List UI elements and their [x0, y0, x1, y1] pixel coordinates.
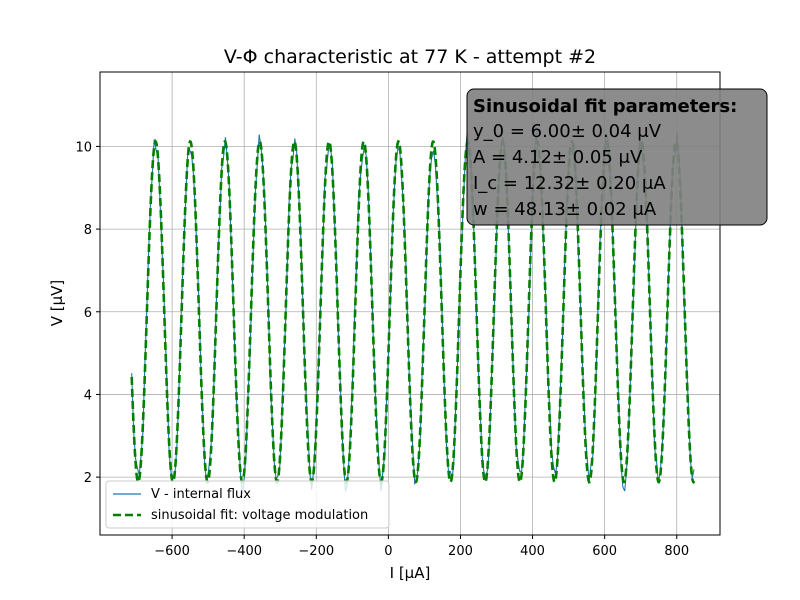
- y-tick-label: 2: [84, 471, 92, 486]
- y-tick-label: 6: [84, 306, 92, 321]
- x-tick-label: 800: [664, 544, 689, 559]
- annotation-title: Sinusoidal fit parameters:: [473, 96, 737, 117]
- legend: V - internal flux sinusoidal fit: voltag…: [105, 480, 390, 529]
- y-axis-ticks: 2 4 6 8 10: [75, 140, 100, 486]
- legend-label-measured: V - internal flux: [151, 487, 251, 502]
- chart-title: V-Φ characteristic at 77 K - attempt #2: [224, 46, 596, 68]
- annotation-line-w: w = 48.13± 0.02 μA: [473, 199, 657, 220]
- annotation-box: [466, 88, 768, 226]
- legend-box: [105, 480, 390, 529]
- series-layer: [130, 130, 696, 494]
- x-axis-label: I [μA]: [390, 564, 431, 582]
- annotation-line-a: A = 4.12± 0.05 μV: [473, 147, 643, 168]
- plot-frame: [99, 71, 721, 536]
- x-tick-label: −200: [298, 544, 334, 559]
- y-axis-label: V [μV]: [48, 280, 66, 327]
- fit-annotation: Sinusoidal fit parameters: y_0 = 6.00± 0…: [466, 88, 768, 226]
- y-tick-label: 8: [84, 223, 92, 238]
- x-tick-label: 400: [520, 544, 545, 559]
- annotation-title-colon: :: [730, 96, 737, 117]
- x-tick-label: −600: [154, 544, 190, 559]
- annotation-line-y0: y_0 = 6.00± 0.04 μV: [473, 121, 662, 142]
- series-fit-line: [130, 139, 696, 485]
- annotation-line-ic: I_c = 12.32± 0.20 μA: [473, 173, 666, 194]
- y-tick-label: 10: [75, 140, 92, 155]
- x-tick-label: 200: [448, 544, 473, 559]
- legend-label-fit: sinusoidal fit: voltage modulation: [151, 508, 368, 523]
- x-axis-ticks: −600 −400 −200 0 200 400 600 800: [154, 535, 689, 559]
- x-tick-label: 600: [592, 544, 617, 559]
- x-tick-label: −400: [226, 544, 262, 559]
- annotation-title-text: Sinusoidal fit parameters: [473, 96, 730, 117]
- x-tick-label: 0: [384, 544, 392, 559]
- y-tick-label: 4: [84, 388, 92, 403]
